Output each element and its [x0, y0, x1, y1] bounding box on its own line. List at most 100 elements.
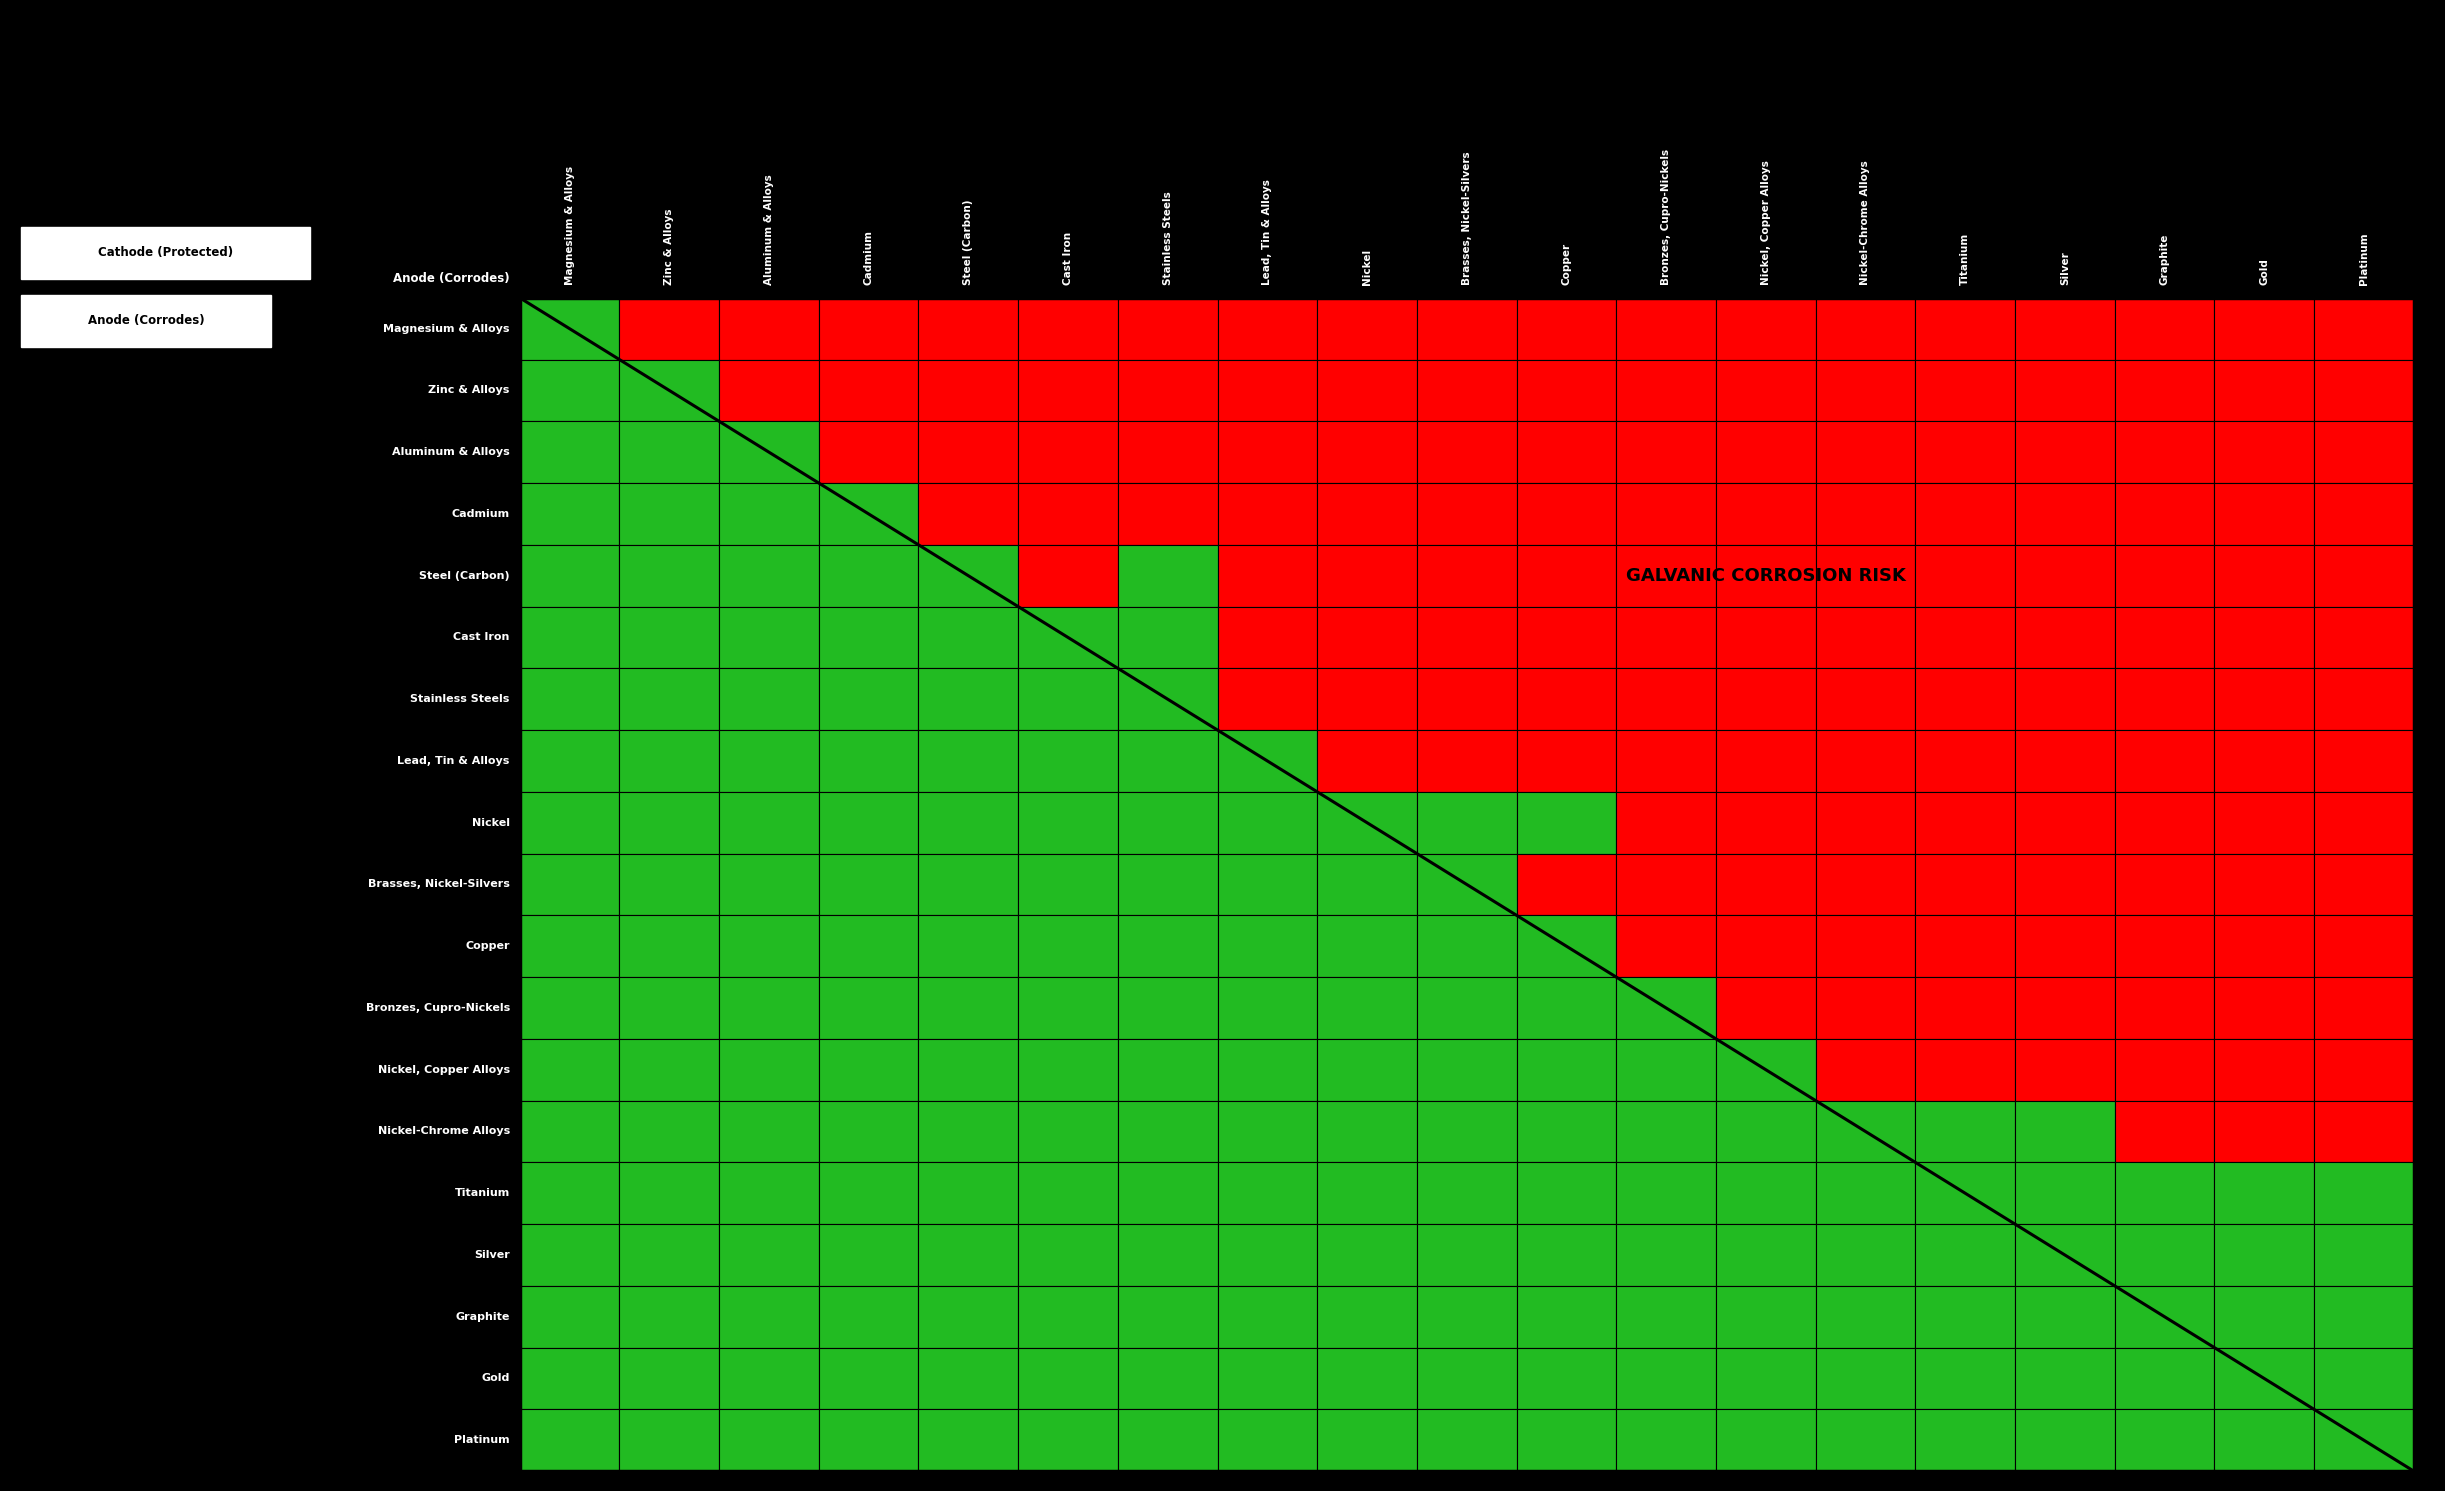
Bar	[2015, 853, 2115, 915]
Text: Nickel-Chrome Alloys: Nickel-Chrome Alloys	[377, 1126, 509, 1136]
Bar	[719, 359, 819, 422]
Bar	[2313, 483, 2413, 544]
Bar	[819, 1224, 919, 1285]
Bar	[719, 607, 819, 668]
Bar	[619, 1285, 719, 1348]
Bar	[2215, 668, 2313, 731]
Bar	[1914, 1163, 2015, 1224]
Bar	[1117, 1039, 1218, 1100]
Bar	[1817, 607, 1914, 668]
Bar	[1616, 1100, 1716, 1163]
Bar	[1616, 607, 1716, 668]
Bar	[2313, 1409, 2413, 1472]
Bar	[1117, 1224, 1218, 1285]
Bar	[819, 977, 919, 1039]
Bar	[2115, 544, 2215, 607]
Bar	[619, 668, 719, 731]
Bar	[1516, 298, 1616, 359]
Bar	[1914, 977, 2015, 1039]
Bar	[619, 1100, 719, 1163]
Bar	[2115, 977, 2215, 1039]
Bar	[1418, 915, 1516, 977]
Bar	[1117, 607, 1218, 668]
Bar	[2115, 731, 2215, 792]
Bar	[1318, 1100, 1418, 1163]
Bar	[1318, 359, 1418, 422]
Bar	[521, 544, 619, 607]
Text: Anode (Corrodes): Anode (Corrodes)	[88, 315, 205, 327]
Bar	[2015, 359, 2115, 422]
Bar	[819, 359, 919, 422]
Bar	[719, 1224, 819, 1285]
Bar	[919, 1039, 1017, 1100]
Bar	[919, 1348, 1017, 1409]
Bar	[1218, 1163, 1318, 1224]
Bar	[2313, 544, 2413, 607]
Bar	[1418, 298, 1516, 359]
Bar	[22, 227, 311, 279]
Bar	[1817, 298, 1914, 359]
Bar	[919, 359, 1017, 422]
Bar	[1017, 359, 1117, 422]
Bar	[2115, 1409, 2215, 1472]
Bar	[2215, 1100, 2313, 1163]
Bar	[1616, 544, 1716, 607]
Bar	[2015, 1348, 2115, 1409]
Bar	[521, 1348, 619, 1409]
Text: Zinc & Alloys: Zinc & Alloys	[665, 209, 675, 285]
Bar	[521, 731, 619, 792]
Bar	[919, 1409, 1017, 1472]
Bar	[819, 1163, 919, 1224]
Bar	[719, 1409, 819, 1472]
Text: Magnesium & Alloys: Magnesium & Alloys	[565, 167, 575, 285]
Bar	[819, 1100, 919, 1163]
Bar	[2015, 1163, 2115, 1224]
Text: GALVANIC CORROSION RISK: GALVANIC CORROSION RISK	[1626, 567, 1905, 584]
Bar	[1716, 298, 1817, 359]
Bar	[1117, 1100, 1218, 1163]
Bar	[919, 792, 1017, 853]
Bar	[1117, 915, 1218, 977]
Bar	[1418, 792, 1516, 853]
Bar	[1817, 1163, 1914, 1224]
Bar	[1318, 668, 1418, 731]
Bar	[1117, 359, 1218, 422]
Bar	[619, 607, 719, 668]
Bar	[1017, 607, 1117, 668]
Bar	[1117, 1285, 1218, 1348]
Bar	[1616, 668, 1716, 731]
Text: Steel (Carbon): Steel (Carbon)	[963, 200, 973, 285]
Bar	[1218, 483, 1318, 544]
Bar	[1318, 298, 1418, 359]
Bar	[619, 915, 719, 977]
Bar	[2215, 792, 2313, 853]
Bar	[619, 483, 719, 544]
Bar	[919, 607, 1017, 668]
Bar	[719, 483, 819, 544]
Bar	[521, 607, 619, 668]
Bar	[2015, 607, 2115, 668]
Text: Stainless Steels: Stainless Steels	[1164, 192, 1174, 285]
Text: Nickel: Nickel	[472, 817, 509, 828]
Bar	[1017, 668, 1117, 731]
Bar	[1516, 668, 1616, 731]
Bar	[1914, 668, 2015, 731]
Bar	[22, 295, 271, 347]
Text: Anode (Corrodes): Anode (Corrodes)	[394, 273, 509, 285]
Text: Titanium: Titanium	[1961, 233, 1971, 285]
Bar	[1616, 1224, 1716, 1285]
Bar	[1516, 422, 1616, 483]
Bar	[2015, 731, 2115, 792]
Text: Magnesium & Alloys: Magnesium & Alloys	[384, 324, 509, 334]
Bar	[1616, 1285, 1716, 1348]
Bar	[819, 607, 919, 668]
Bar	[2313, 915, 2413, 977]
Bar	[1716, 1039, 1817, 1100]
Bar	[1914, 298, 2015, 359]
Bar	[2313, 668, 2413, 731]
Text: Gold: Gold	[482, 1373, 509, 1384]
Bar	[1318, 544, 1418, 607]
Bar	[819, 483, 919, 544]
Bar	[2015, 1285, 2115, 1348]
Bar	[1318, 1163, 1418, 1224]
